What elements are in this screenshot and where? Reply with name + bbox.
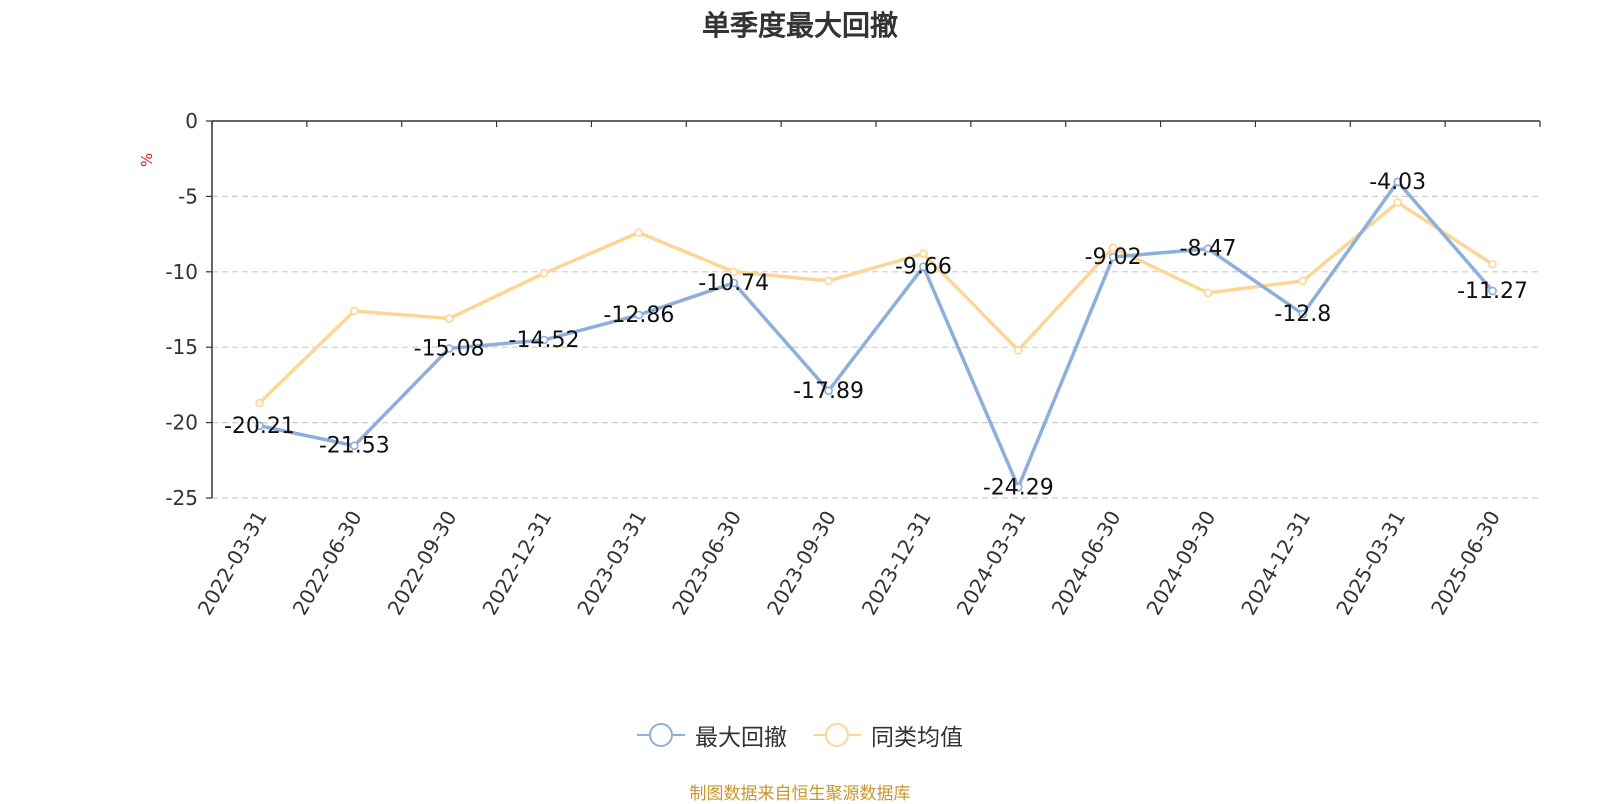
data-point-1 [539, 269, 549, 278]
y-tick-label: -10 [165, 260, 198, 284]
data-label: -10.74 [698, 271, 769, 296]
data-label: -15.08 [414, 336, 485, 361]
data-point-0 [1488, 286, 1497, 296]
legend-label: 同类均值 [871, 725, 963, 751]
data-point-1 [255, 398, 264, 408]
data-point-1 [1013, 345, 1023, 355]
data-point-1 [1108, 243, 1118, 252]
data-point-0 [539, 335, 549, 345]
grid-lines [212, 195, 1540, 499]
legend-label: 最大回撤 [695, 725, 787, 751]
y-tick-label: 0 [185, 109, 198, 133]
y-tick-label: -5 [178, 184, 198, 208]
data-point-0 [1108, 252, 1118, 262]
legend-item-peer-average[interactable]: 同类均值 [813, 718, 963, 752]
data-label: -8.47 [1180, 237, 1237, 262]
data-point-0 [1013, 482, 1023, 492]
y-tick-label: -20 [165, 411, 198, 435]
x-tick-label: 2022-06-30 [288, 507, 367, 620]
series-line-0 [259, 180, 1494, 490]
data-point-1 [1393, 198, 1403, 207]
series-line-1 [258, 200, 1494, 405]
data-point-0 [729, 278, 739, 288]
data-label: -9.02 [1085, 245, 1142, 270]
data-point-1 [1488, 259, 1497, 269]
data-source-note: 制图数据来自恒生聚源数据库 [689, 784, 911, 804]
data-label: -17.89 [793, 379, 864, 404]
legend-line-circle-icon [813, 723, 861, 747]
x-tick-label: 2024-09-30 [1141, 507, 1220, 620]
x-tick-label: 2022-03-31 [193, 507, 272, 620]
data-point-1 [444, 314, 454, 323]
data-label: -21.53 [319, 434, 390, 459]
data-point-0 [919, 262, 928, 271]
legend-item-max-drawdown[interactable]: 最大回撤 [637, 718, 787, 752]
x-tick-label: 2023-03-31 [572, 507, 651, 620]
y-tick-label: -25 [165, 486, 198, 510]
data-label: -11.27 [1457, 279, 1528, 304]
data-label: -14.52 [509, 328, 580, 353]
y-axis-label: % [138, 153, 156, 167]
data-label: -24.29 [983, 475, 1054, 500]
data-label: -20.21 [224, 414, 295, 439]
data-label: -4.03 [1369, 170, 1426, 195]
series-lines [255, 177, 1497, 492]
data-point-0 [824, 386, 833, 396]
x-tick-label: 2022-12-31 [477, 507, 556, 620]
x-tick-label: 2023-09-30 [762, 507, 841, 620]
data-point-0 [255, 421, 264, 431]
x-tick-label: 2024-12-31 [1236, 507, 1315, 620]
x-tick-label: 2023-12-31 [857, 507, 936, 620]
x-tick-label: 2022-09-30 [383, 506, 462, 619]
data-labels: -20.21 -21.53 -15.08 -14.52 -12.86 -10.74 -17.… [224, 170, 1528, 501]
x-tick-label: 2025-06-30 [1426, 507, 1505, 620]
legend-line-circle-icon [637, 723, 685, 747]
data-point-0 [1298, 309, 1308, 319]
x-tick-label: 2024-06-30 [1047, 507, 1126, 620]
x-tick-label: 2025-03-31 [1331, 507, 1410, 620]
data-point-1 [634, 228, 644, 237]
chart-title: 单季度最大回撤 [701, 9, 898, 42]
data-point-1 [1203, 288, 1213, 298]
data-point-1 [1298, 276, 1308, 286]
data-point-1 [919, 249, 928, 259]
legend: 最大回撤 同类均值 [0, 718, 1600, 752]
data-point-0 [1393, 177, 1403, 187]
data-point-0 [1203, 244, 1213, 254]
data-label: -9.66 [895, 255, 952, 280]
data-point-1 [729, 267, 739, 277]
data-point-1 [349, 306, 359, 316]
data-point-1 [824, 276, 833, 286]
x-tick-label: 2024-03-31 [952, 507, 1031, 620]
data-label: -12.8 [1274, 302, 1331, 327]
data-point-0 [634, 310, 644, 320]
data-point-0 [349, 441, 359, 450]
x-tick-label: 2023-06-30 [667, 507, 746, 620]
y-tick-label: -15 [165, 335, 198, 359]
data-point-0 [444, 344, 454, 353]
data-label: -12.86 [603, 303, 674, 328]
